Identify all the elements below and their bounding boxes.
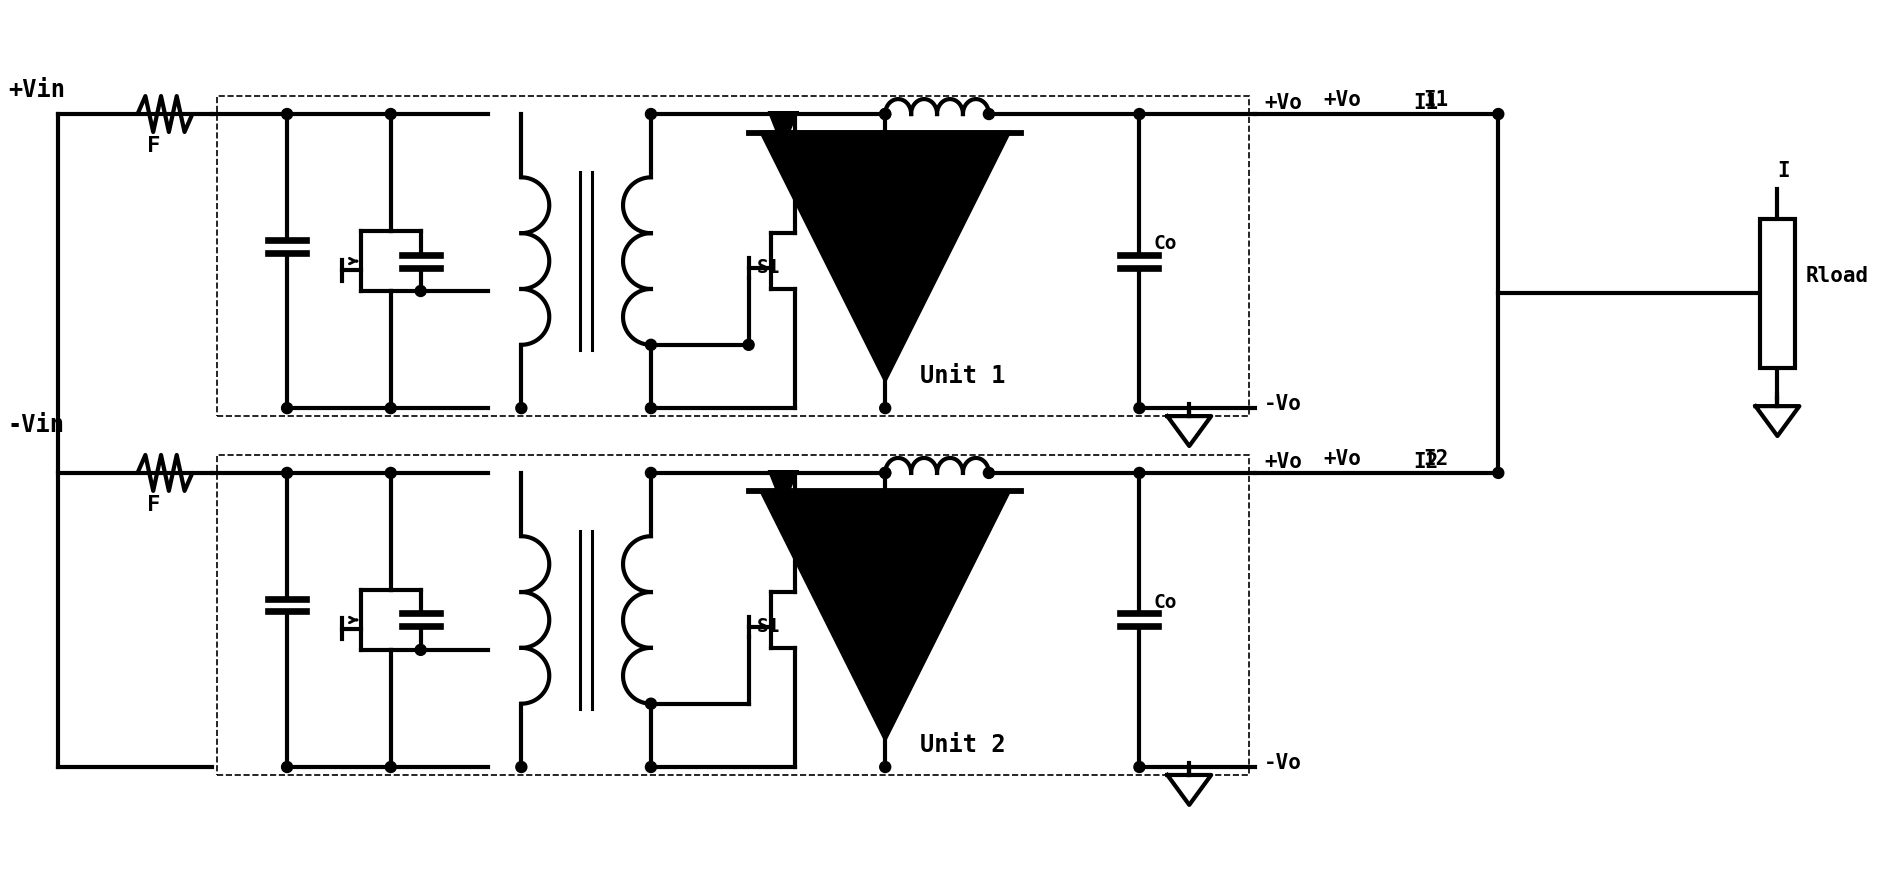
Text: I1: I1 (1413, 93, 1439, 113)
Circle shape (743, 339, 754, 350)
Circle shape (880, 762, 891, 772)
Polygon shape (769, 113, 796, 146)
Text: I1: I1 (1424, 90, 1449, 110)
Text: S2: S2 (897, 228, 922, 247)
Circle shape (645, 698, 657, 709)
Text: -Vo: -Vo (1264, 394, 1302, 414)
Text: -Vo: -Vo (1264, 753, 1302, 773)
Circle shape (1135, 467, 1144, 479)
Polygon shape (762, 491, 1009, 739)
Circle shape (385, 762, 396, 772)
Circle shape (645, 467, 657, 479)
Text: +Vo: +Vo (1323, 90, 1361, 110)
Circle shape (385, 109, 396, 120)
Polygon shape (762, 132, 1009, 380)
Text: S1: S1 (756, 258, 781, 277)
Circle shape (282, 762, 293, 772)
Circle shape (415, 286, 426, 296)
Circle shape (1135, 762, 1144, 772)
Circle shape (645, 339, 657, 350)
Text: L: L (925, 131, 937, 150)
Circle shape (516, 403, 527, 413)
Circle shape (385, 403, 396, 413)
Circle shape (282, 467, 293, 479)
Text: Co: Co (1154, 234, 1177, 253)
Text: I2: I2 (1424, 449, 1449, 469)
Circle shape (1135, 403, 1144, 413)
Circle shape (415, 645, 426, 655)
Text: +Vo: +Vo (1264, 93, 1302, 113)
Text: I: I (1778, 161, 1790, 181)
Text: F: F (147, 136, 160, 156)
Text: Unit 2: Unit 2 (920, 733, 1005, 757)
Text: S1: S1 (756, 617, 781, 636)
Circle shape (1493, 109, 1504, 120)
Bar (217, 455, 1249, 775)
Circle shape (385, 467, 396, 479)
Circle shape (880, 109, 891, 120)
Circle shape (880, 403, 891, 413)
Circle shape (516, 762, 527, 772)
Circle shape (1135, 109, 1144, 120)
Text: +Vo: +Vo (1264, 452, 1302, 472)
Circle shape (880, 467, 891, 479)
Text: Rload: Rload (1805, 265, 1868, 286)
Text: -Vin: -Vin (8, 413, 65, 437)
Text: F: F (147, 495, 160, 514)
Text: L: L (925, 490, 937, 509)
Polygon shape (769, 472, 796, 505)
Bar (217, 96, 1249, 416)
Text: Co: Co (1154, 593, 1177, 612)
Circle shape (1493, 467, 1504, 479)
Circle shape (282, 403, 293, 413)
Circle shape (982, 109, 994, 120)
Circle shape (645, 109, 657, 120)
Circle shape (880, 467, 891, 479)
Text: +Vin: +Vin (8, 78, 65, 102)
Circle shape (645, 403, 657, 413)
Text: Unit 1: Unit 1 (920, 364, 1005, 388)
Text: I2: I2 (1413, 452, 1439, 472)
Circle shape (982, 467, 994, 479)
Bar (1759, 219, 1795, 368)
Circle shape (645, 762, 657, 772)
Circle shape (282, 109, 293, 120)
Text: S2: S2 (897, 587, 922, 606)
Circle shape (880, 109, 891, 120)
Text: +Vo: +Vo (1323, 449, 1361, 469)
